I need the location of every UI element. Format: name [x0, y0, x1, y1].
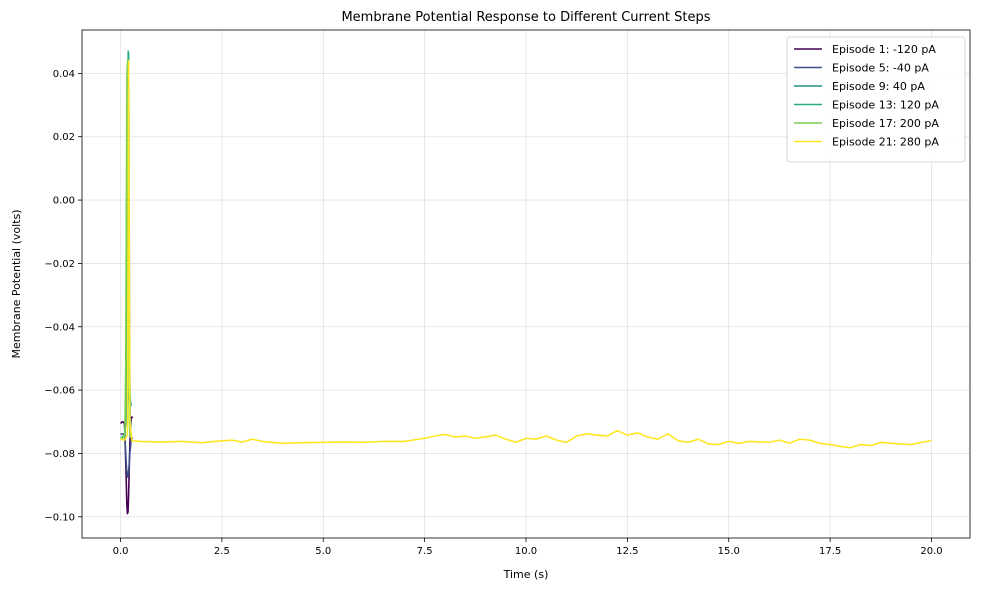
x-tick-label: 5.0: [315, 546, 331, 557]
y-tick-label: −0.02: [44, 259, 75, 270]
legend-entry: Episode 1: -120 pA: [832, 43, 936, 56]
legend-entry: Episode 17: 200 pA: [832, 117, 939, 130]
legend: Episode 1: -120 pA Episode 5: -40 pA Episo…: [786, 36, 966, 163]
y-tick-label: −0.08: [44, 449, 75, 460]
x-tick-label: 2.5: [214, 546, 230, 557]
y-tick-label: 0.02: [53, 132, 75, 143]
legend-entry: Episode 13: 120 pA: [832, 99, 939, 112]
chart-title: Membrane Potential Response to Different…: [341, 10, 710, 25]
y-tick-label: 0.00: [53, 196, 75, 207]
x-tick-label: 20.0: [920, 546, 942, 557]
y-tick-label: 0.04: [53, 69, 75, 80]
y-axis-label: Membrane Potential (volts): [10, 209, 23, 358]
plot-area: [120, 50, 932, 515]
y-tick-label: −0.10: [44, 512, 75, 523]
series-line-6: [120, 59, 932, 449]
x-tick-label: 12.5: [616, 546, 638, 557]
x-tick-label: 17.5: [819, 546, 841, 557]
x-axis-label: Time (s): [503, 568, 549, 581]
x-axis: 0.0 2.5 5.0 7.5 10.0 12.5 15.0 17.5 20.0: [113, 538, 943, 557]
legend-entry: Episode 5: -40 pA: [832, 62, 929, 75]
x-tick-label: 15.0: [718, 546, 740, 557]
legend-entry: Episode 9: 40 pA: [832, 80, 925, 93]
x-tick-label: 10.0: [515, 546, 537, 557]
grid: [82, 30, 970, 538]
y-axis: −0.10 −0.08 −0.06 −0.04 −0.02 0.00 0.02 0.04: [44, 69, 82, 523]
legend-box: [786, 36, 966, 163]
x-tick-label: 7.5: [417, 546, 433, 557]
y-tick-label: −0.06: [44, 386, 75, 397]
y-tick-label: −0.04: [44, 322, 75, 333]
legend-entry: Episode 21: 280 pA: [832, 136, 939, 149]
x-tick-label: 0.0: [113, 546, 129, 557]
